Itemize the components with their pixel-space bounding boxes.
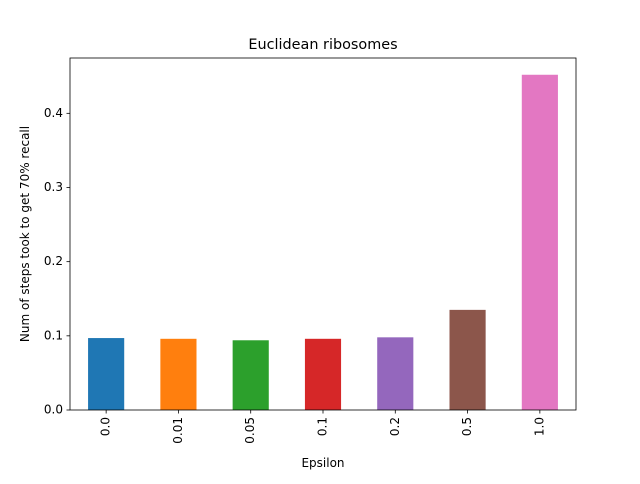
y-axis-ticks: 0.0 0.1 0.2 0.3 0.4 <box>44 106 70 417</box>
y-tick-label: 0.2 <box>44 254 63 268</box>
x-axis-ticks: 0.0 0.01 0.05 0.1 0.2 0.5 1.0 <box>99 410 546 444</box>
x-axis-label: Epsilon <box>301 456 344 470</box>
bar-series <box>88 74 558 410</box>
bar-0.05 <box>232 340 269 410</box>
bar-1.0 <box>521 74 558 410</box>
bar-0.5 <box>449 309 486 410</box>
y-tick-label: 0.4 <box>44 106 63 120</box>
bar-0.0 <box>88 338 125 410</box>
y-axis-label: Num of steps took to get 70% recall <box>18 126 32 342</box>
x-tick-label: 0.05 <box>243 417 257 444</box>
x-tick-label: 0.1 <box>316 417 330 436</box>
bar-0.1 <box>304 338 342 410</box>
x-tick-label: 0.5 <box>460 417 474 436</box>
x-tick-label: 0.01 <box>171 417 185 444</box>
x-tick-label: 0.2 <box>388 417 402 436</box>
bar-0.2 <box>377 337 414 410</box>
y-tick-label: 0.3 <box>44 180 63 194</box>
x-tick-label: 0.0 <box>99 417 113 436</box>
chart-title: Euclidean ribosomes <box>248 37 397 53</box>
bar-0.01 <box>160 338 197 410</box>
y-tick-label: 0.0 <box>44 403 63 417</box>
y-tick-label: 0.1 <box>44 328 63 342</box>
plot-area-frame <box>69 57 577 411</box>
x-tick-label: 1.0 <box>532 417 546 436</box>
